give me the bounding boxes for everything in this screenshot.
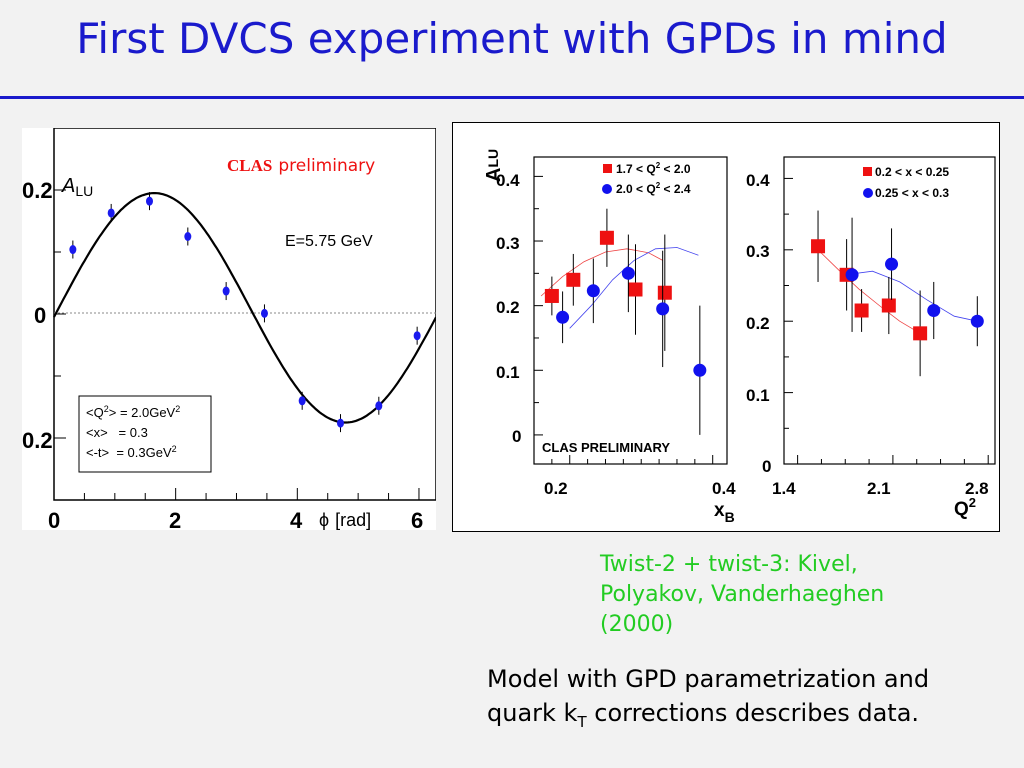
right-x-tick-label: 2.8 xyxy=(965,479,989,498)
right-panel-frame xyxy=(452,122,1000,532)
data-point xyxy=(337,418,344,428)
q2-legend: 0.2 < x < 0.25 0.25 < x < 0.3 xyxy=(863,165,949,200)
y-tick-label: 0.2 xyxy=(22,428,53,453)
q2-plot-frame xyxy=(783,156,996,465)
data-point-circle xyxy=(586,284,600,298)
data-point xyxy=(107,208,115,218)
right-y-tick-label: 0.2 xyxy=(746,314,770,333)
data-point-square xyxy=(566,272,581,287)
y-tick-label: 0 xyxy=(34,303,46,328)
legend-marker-square xyxy=(603,164,612,173)
mid-y-tick-label: 0.1 xyxy=(496,363,520,382)
data-point xyxy=(375,401,383,411)
q2-axis-label: Q2 xyxy=(954,495,976,520)
model-curve xyxy=(817,249,921,334)
y-tick-label: 0.2 xyxy=(22,178,53,203)
legend-marker-square xyxy=(863,167,872,176)
data-point-circle xyxy=(656,302,670,316)
data-point-circle xyxy=(621,266,635,280)
title-rule xyxy=(0,96,1024,99)
data-point-square xyxy=(657,285,672,300)
energy-label: E=5.75 GeV xyxy=(285,233,373,250)
data-point-square xyxy=(854,303,869,318)
x-tick-label: 0 xyxy=(48,508,60,530)
mid-y-tick-label: 0.3 xyxy=(496,234,520,253)
data-point-circle xyxy=(927,304,941,317)
legend-label: 0.25 < x < 0.3 xyxy=(875,186,949,200)
data-point-circle xyxy=(970,314,984,328)
data-point-circle xyxy=(845,268,859,282)
theory-reference: Twist-2 + twist-3: Kivel, Polyakov, Vand… xyxy=(600,552,885,637)
model-description: Model with GPD parametrization and quark… xyxy=(487,662,997,739)
x-kinematics: <x> = 0.3 xyxy=(86,425,148,440)
data-point-square xyxy=(913,326,928,341)
data-point xyxy=(222,286,230,296)
xb-plot-frame xyxy=(533,156,728,465)
kinematics-box xyxy=(78,395,212,473)
clas-preliminary-label: CLAS preliminary xyxy=(227,156,375,176)
data-point xyxy=(69,245,77,255)
model-curve xyxy=(845,270,978,322)
left-chart: 0.2 0 0.2 0 2 4 6 ALU ϕ [rad] CLAS prelimi… xyxy=(22,128,436,530)
model-curve xyxy=(569,247,699,329)
x-tick-label: 4 xyxy=(290,508,303,530)
xb-legend: 1.7 < Q2 < 2.0 2.0 < Q2 < 2.4 xyxy=(602,161,691,196)
data-point xyxy=(298,396,306,406)
data-point xyxy=(146,196,153,206)
legend-label: 1.7 < Q2 < 2.0 xyxy=(616,161,691,176)
mid-x-tick-label: 0.2 xyxy=(544,479,568,498)
fit-curve xyxy=(53,192,436,424)
q2-plot-content xyxy=(784,177,989,465)
mid-y-tick-label: 0.4 xyxy=(496,171,520,190)
axis-ticks xyxy=(53,189,420,500)
right-y-tick-label: 0.4 xyxy=(746,171,770,190)
legend-marker-circle xyxy=(863,188,873,198)
model-line-1: Model with GPD parametrization and xyxy=(487,665,930,693)
xb-axis-label: xB xyxy=(714,500,735,525)
mid-y-tick-label: 0 xyxy=(512,427,521,446)
data-point-square xyxy=(599,230,614,245)
t-kinematics: <-t> = 0.3GeV2 xyxy=(86,444,177,460)
data-points xyxy=(69,192,421,433)
data-point xyxy=(413,331,421,341)
data-point-square xyxy=(881,298,896,313)
xb-plot-content xyxy=(534,175,714,464)
x-tick-label: 2 xyxy=(169,508,181,530)
data-point xyxy=(260,308,268,318)
mid-y-tick-label: 0.2 xyxy=(496,298,520,317)
data-point-square xyxy=(544,288,559,303)
right-y-tick-label: 0 xyxy=(762,457,771,476)
y-axis-label: ALU xyxy=(61,175,93,199)
data-point-square xyxy=(628,282,643,297)
data-point-circle xyxy=(556,310,570,324)
data-point-square xyxy=(811,239,826,254)
legend-label: 0.2 < x < 0.25 xyxy=(875,165,949,179)
model-line-2: quark kT corrections describes data. xyxy=(487,699,920,731)
data-point xyxy=(184,232,192,241)
right-y-tick-label: 0.3 xyxy=(746,242,770,261)
right-x-tick-label: 2.1 xyxy=(867,479,891,498)
right-x-tick-label: 1.4 xyxy=(772,479,796,498)
mid-x-tick-label: 0.4 xyxy=(712,479,736,498)
x-axis-label: ϕ [rad] xyxy=(319,510,371,530)
right-chart-panel: ALU 0.4 0.3 0.2 0.1 0 0.2 0.4 xB CLAS PR… xyxy=(452,122,1000,532)
legend-marker-circle xyxy=(602,184,612,194)
right-y-tick-label: 0.1 xyxy=(746,386,770,405)
data-point-circle xyxy=(885,257,899,271)
slide-title: First DVCS experiment with GPDs in mind xyxy=(76,14,948,63)
alu-axis-label: ALU xyxy=(483,149,505,182)
data-point-circle xyxy=(693,363,707,377)
legend-label: 2.0 < Q2 < 2.4 xyxy=(616,181,691,196)
x-tick-label: 6 xyxy=(411,508,423,530)
q2-kinematics: <Q2> = 2.0GeV2 xyxy=(86,404,180,420)
clas-preliminary-annotation: CLAS PRELIMINARY xyxy=(542,440,670,455)
